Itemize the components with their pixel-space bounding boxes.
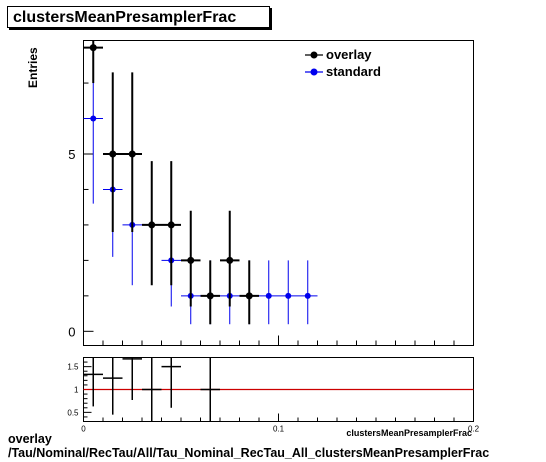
footer: overlay /Tau/Nominal/RecTau/All/Tau_Nomi… (8, 432, 489, 460)
main-axes: 05 (68, 47, 474, 346)
overlay-point (167, 221, 175, 229)
ratio-y-tick-label: 1.5 (67, 363, 79, 372)
overlay-point (206, 292, 214, 300)
footer-line-2: /Tau/Nominal/RecTau/All/Tau_Nominal_RecT… (8, 446, 490, 460)
ratio-y-tick-label: 1 (74, 386, 79, 395)
y-tick-label: 0 (68, 324, 75, 339)
series-standard (83, 75, 318, 325)
overlay-point (128, 150, 136, 158)
overlay-point (109, 150, 117, 158)
overlay-point (187, 256, 195, 264)
plot-title: clustersMeanPresamplerFrac (7, 6, 270, 28)
ratio-x-tick-label: 0.2 (468, 425, 480, 434)
standard-point (90, 115, 97, 122)
ratio-series (83, 357, 220, 422)
y-axis-label: Entries (26, 47, 40, 88)
ratio-x-tick-label: 0 (81, 425, 86, 434)
ratio-axes: 0.5 1 1.5 0 0.1 0.2 (67, 361, 480, 434)
overlay-point (245, 292, 253, 300)
legend-standard-marker (310, 68, 318, 76)
legend-overlay-marker (310, 51, 318, 59)
legend-standard-label: standard (326, 64, 381, 79)
legend-overlay-label: overlay (326, 47, 372, 62)
ratio-y-tick-label: 0.5 (67, 408, 79, 417)
footer-line-1: overlay (8, 432, 52, 446)
main-series (83, 40, 318, 325)
main-plot-frame (83, 40, 474, 346)
legend: overlay standard (305, 47, 381, 79)
ratio-x-tick-label: 0.1 (273, 425, 285, 434)
x-axis-label: clustersMeanPresamplerFrac (346, 428, 472, 438)
standard-point (285, 292, 292, 299)
overlay-point (148, 221, 156, 229)
overlay-point (89, 44, 97, 52)
standard-point (304, 292, 311, 299)
y-tick-label: 5 (68, 147, 75, 162)
series-overlay (83, 40, 259, 325)
standard-point (265, 292, 272, 299)
overlay-point (226, 256, 234, 264)
